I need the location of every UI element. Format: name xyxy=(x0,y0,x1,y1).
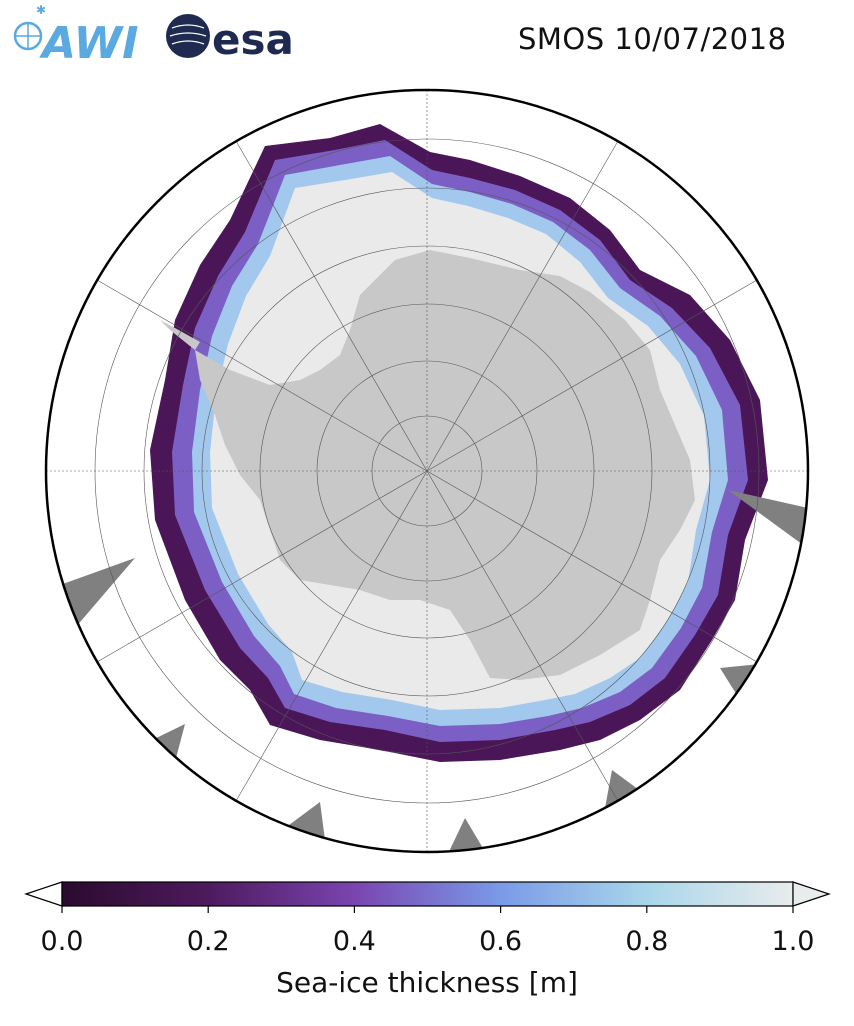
esa-emblem-lines xyxy=(169,24,207,45)
colorbar-ticks: 0.0 0.2 0.4 0.6 0.8 1.0 xyxy=(41,906,815,957)
colorbar-tick-label: 1.0 xyxy=(772,926,815,957)
meridian-line xyxy=(426,470,619,802)
map-boundary xyxy=(44,88,810,854)
colorbar: 0.0 0.2 0.4 0.6 0.8 1.0 xyxy=(24,881,831,957)
awi-logo: ✱ AWI xyxy=(13,3,139,69)
missing-wedge-southwest-1 xyxy=(148,724,185,762)
meridian-line xyxy=(235,140,428,472)
meridian-line xyxy=(426,470,758,663)
missing-wedge-south-east xyxy=(605,770,642,808)
colorbar-label: Sea-ice thickness [m] xyxy=(276,966,578,999)
antarctica-landmass xyxy=(195,250,695,680)
missing-wedge-west xyxy=(60,558,135,628)
esa-emblem-icon xyxy=(166,14,210,58)
meridian-line xyxy=(96,279,428,472)
meridian-line xyxy=(235,470,428,802)
esa-logo: esa xyxy=(166,14,294,64)
logos-svg: ✱ AWI esa xyxy=(13,3,294,69)
meridian-line xyxy=(426,279,758,472)
awi-logo-text: AWI xyxy=(39,18,139,68)
colorbar-tick-label: 0.2 xyxy=(187,926,230,957)
map-title: SMOS 10/07/2018 xyxy=(518,22,787,56)
antarctic-peninsula xyxy=(160,320,200,350)
awi-meridian-icon xyxy=(16,23,40,49)
colorbar-tick-label: 0.4 xyxy=(333,926,376,957)
meridian-line xyxy=(426,140,619,472)
colorbar-extend-max xyxy=(792,881,831,907)
colorbar-tick-label: 0.0 xyxy=(41,926,84,957)
graticule xyxy=(46,90,808,852)
colorbar-tick-label: 0.6 xyxy=(479,926,522,957)
map-body xyxy=(46,90,808,852)
polar-map xyxy=(44,88,810,854)
esa-logo-text: esa xyxy=(212,15,294,64)
meridian-line xyxy=(96,470,428,663)
awi-star-icon: ✱ xyxy=(36,4,46,17)
colorbar-tick-label: 0.8 xyxy=(625,926,668,957)
latitude-circle xyxy=(316,360,538,582)
colorbar-extend-min xyxy=(24,881,63,907)
missing-wedge-east xyxy=(728,490,808,550)
colorbar-gradient xyxy=(61,881,794,907)
logo-area: ✱ AWI esa xyxy=(6,3,306,69)
